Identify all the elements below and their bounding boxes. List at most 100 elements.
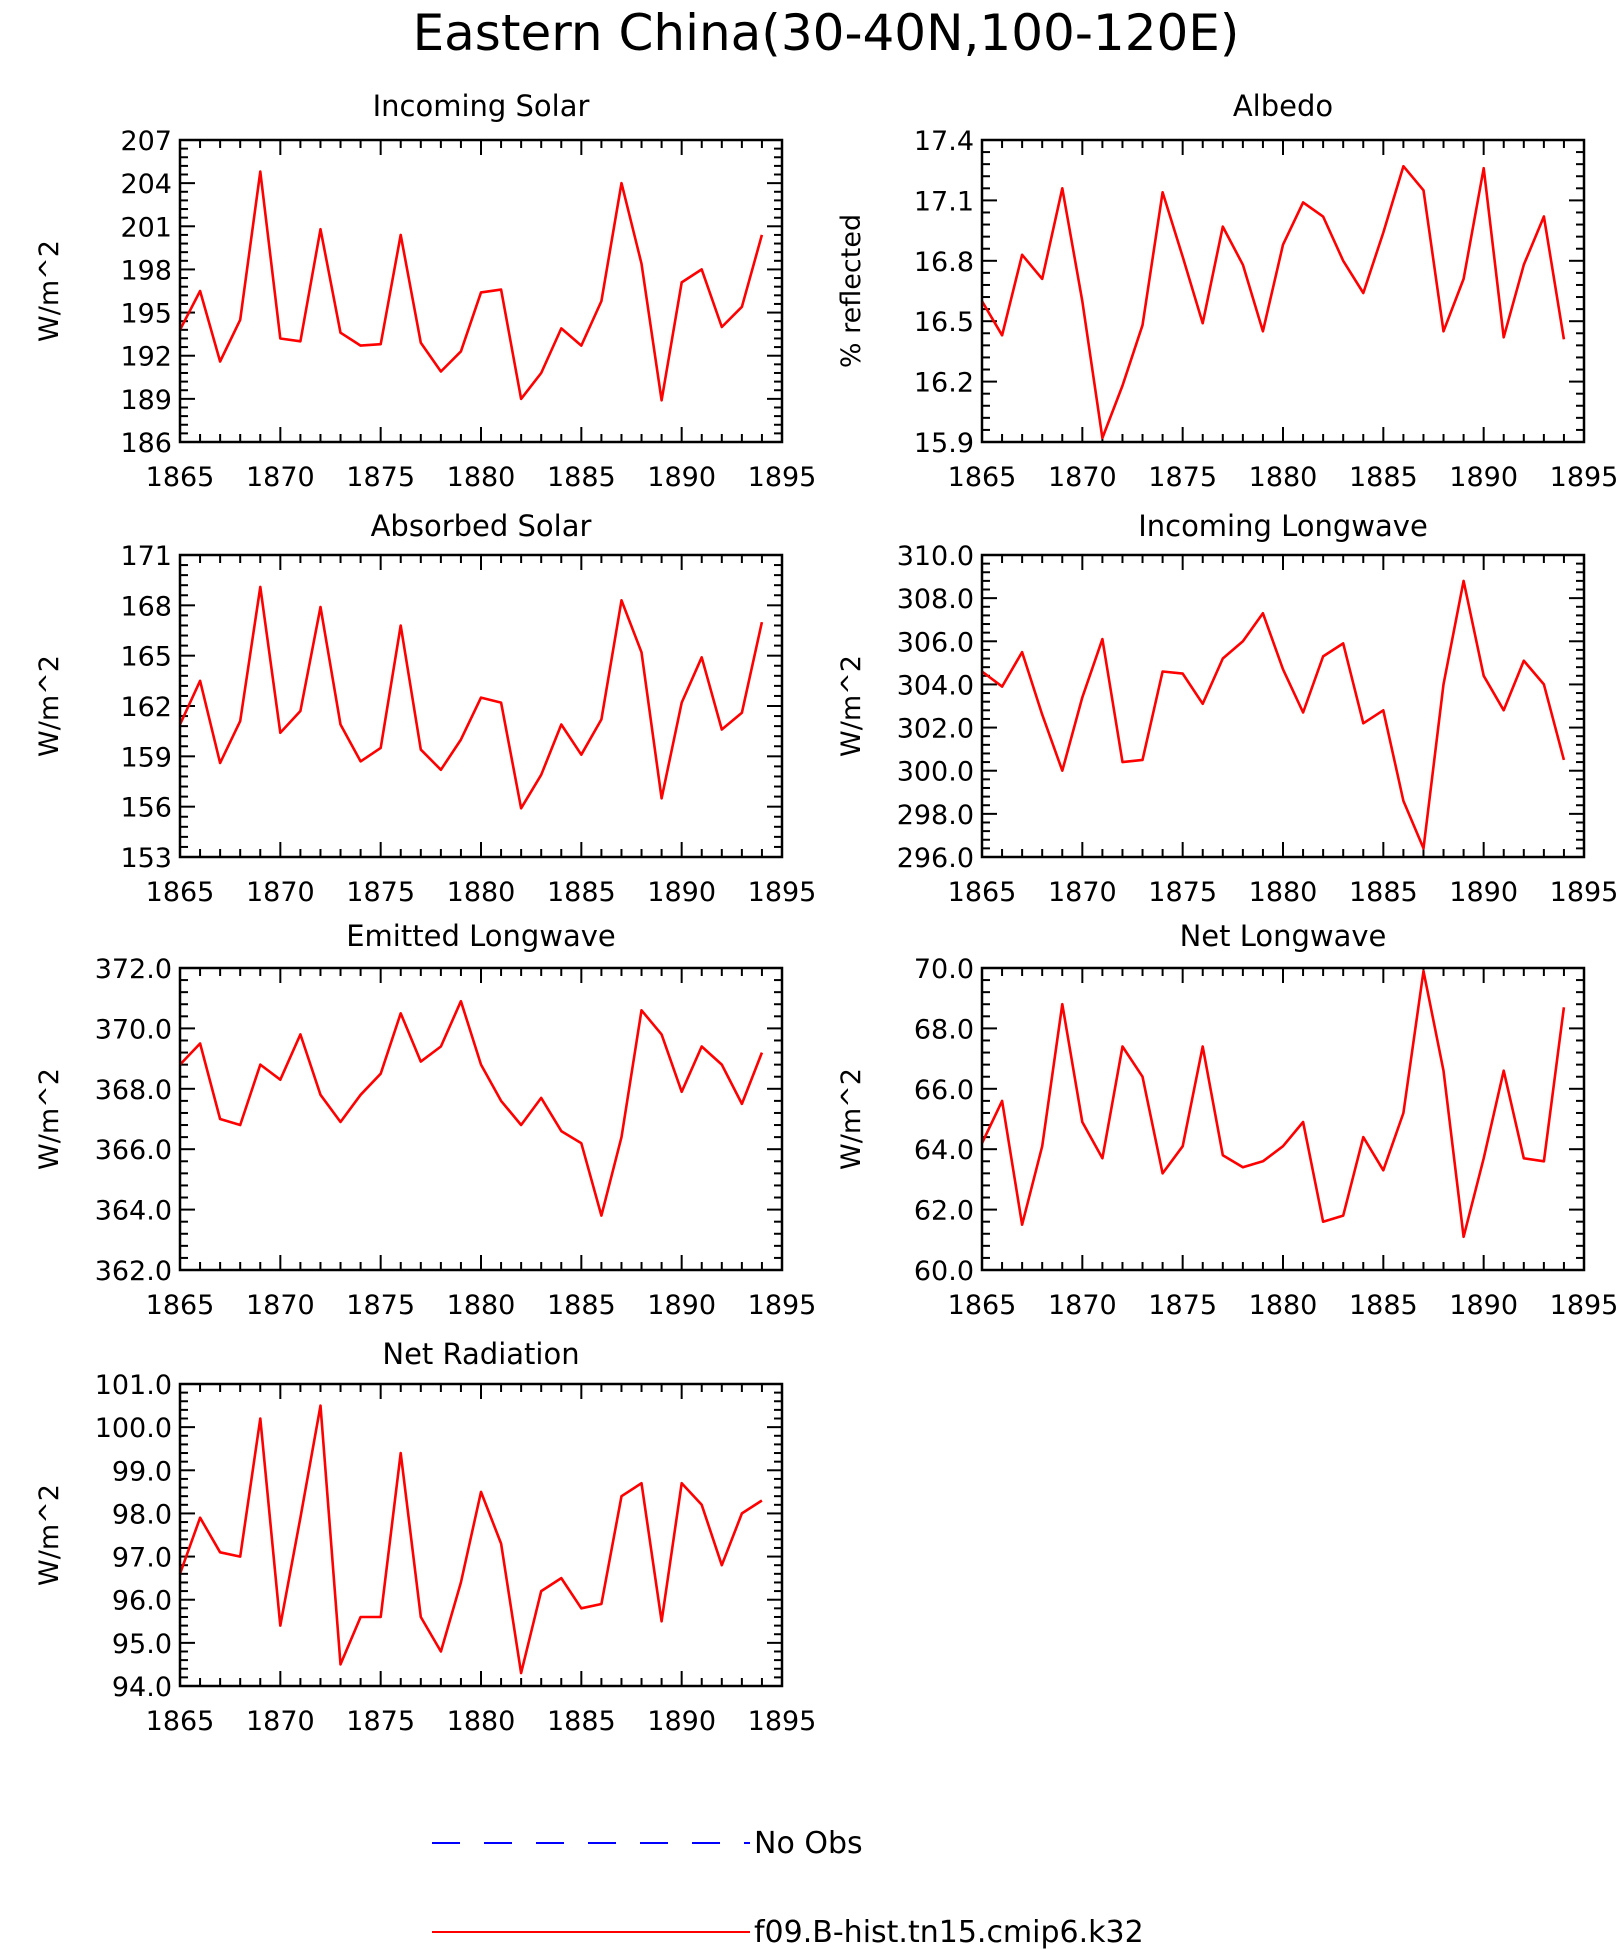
y-tick-label: 364.0	[95, 1196, 172, 1227]
y-tick-label: 17.1	[914, 186, 974, 217]
x-tick-label: 1880	[1249, 877, 1318, 908]
panel-title: Incoming Longwave	[1138, 509, 1428, 543]
x-tick-label: 1865	[146, 1290, 215, 1321]
y-tick-label: 66.0	[914, 1075, 974, 1106]
y-tick-label: 310.0	[897, 541, 974, 572]
y-tick-label: 16.5	[914, 307, 974, 338]
panel-title: Net Longwave	[1180, 919, 1387, 953]
x-tick-label: 1885	[1349, 877, 1418, 908]
x-tick-label: 1890	[647, 1706, 716, 1737]
y-tick-label: 17.4	[914, 126, 974, 157]
y-tick-label: 298.0	[897, 800, 974, 831]
y-tick-label: 100.0	[95, 1413, 172, 1444]
y-tick-label: 207	[120, 126, 172, 157]
x-tick-label: 1875	[1148, 1290, 1217, 1321]
x-tick-label: 1885	[1349, 1290, 1418, 1321]
x-tick-label: 1880	[447, 1290, 516, 1321]
y-tick-label: 308.0	[897, 584, 974, 615]
y-tick-label: 192	[120, 342, 172, 373]
figure-title: Eastern China(30-40N,100-120E)	[413, 4, 1240, 62]
x-tick-label: 1865	[948, 1290, 1017, 1321]
y-tick-label: 64.0	[914, 1135, 974, 1166]
x-tick-label: 1885	[1349, 462, 1418, 493]
y-tick-label: 189	[120, 385, 172, 416]
plot-frame	[178, 966, 784, 1272]
x-tick-label: 1875	[346, 1290, 415, 1321]
panel-3: 1865 1870 1875 1880 1885 1890 1895 153 156 159 162…	[34, 509, 816, 908]
x-tick-label: 1890	[647, 462, 716, 493]
x-tick-label: 1885	[547, 1706, 616, 1737]
x-tick-label: 1890	[1449, 877, 1518, 908]
y-tick-label: 296.0	[897, 843, 974, 874]
y-tick-label: 96.0	[112, 1586, 172, 1617]
x-tick-label: 1865	[146, 1706, 215, 1737]
y-axis-label: W/m^2	[34, 655, 65, 757]
y-tick-label: 15.9	[914, 428, 974, 459]
y-tick-label: 101.0	[95, 1370, 172, 1401]
series-line	[981, 579, 1566, 850]
panel-4: 1865 1870 1875 1880 1885 1890 1895 296.0 298.0 30…	[836, 509, 1618, 908]
x-tick-label: 1865	[146, 877, 215, 908]
y-tick-label: 198	[120, 255, 172, 286]
series-line	[980, 969, 1566, 1239]
x-tick-label: 1875	[346, 1706, 415, 1737]
y-tick-label: 156	[120, 793, 172, 824]
y-tick-label: 186	[120, 428, 172, 459]
y-tick-label: 368.0	[95, 1075, 172, 1106]
series-line	[178, 1404, 763, 1675]
y-axis-label: W/m^2	[836, 655, 867, 757]
x-tick-label: 1875	[346, 877, 415, 908]
y-tick-label: 16.2	[914, 368, 974, 399]
plot-frame	[178, 138, 784, 444]
y-tick-label: 99.0	[112, 1456, 172, 1487]
x-tick-label: 1895	[748, 877, 817, 908]
y-tick-label: 98.0	[112, 1499, 172, 1530]
panel-2: 1865 1870 1875 1880 1885 1890 1895 15.9 16.2 16.5…	[836, 89, 1618, 493]
y-tick-label: 60.0	[914, 1256, 974, 1287]
panel-title: Absorbed Solar	[371, 509, 592, 543]
x-tick-label: 1890	[647, 877, 716, 908]
panel-title: Albedo	[1233, 89, 1333, 123]
series-line	[178, 585, 764, 810]
panel-title: Emitted Longwave	[346, 919, 616, 953]
panel-title: Net Radiation	[382, 1337, 579, 1371]
plot-frame	[980, 966, 1586, 1272]
series-line	[178, 170, 764, 402]
y-tick-label: 372.0	[95, 954, 172, 985]
x-tick-label: 1880	[1249, 1290, 1318, 1321]
x-tick-label: 1875	[1148, 462, 1217, 493]
y-tick-label: 159	[120, 742, 172, 773]
chart-panels: 1865 1870 1875 1880 1885 1890 1895 186 189 192 195…	[34, 89, 1618, 1737]
x-tick-label: 1895	[748, 1290, 817, 1321]
y-tick-label: 94.0	[112, 1672, 172, 1703]
y-tick-label: 97.0	[112, 1543, 172, 1574]
x-tick-label: 1870	[246, 462, 315, 493]
x-tick-label: 1870	[246, 1706, 315, 1737]
panel-title: Incoming Solar	[373, 89, 590, 123]
x-tick-label: 1875	[1148, 877, 1217, 908]
y-tick-label: 300.0	[897, 757, 974, 788]
x-tick-label: 1890	[1449, 462, 1518, 493]
plot-frame	[178, 553, 784, 859]
y-tick-label: 68.0	[914, 1014, 974, 1045]
x-tick-label: 1885	[547, 877, 616, 908]
y-tick-label: 201	[120, 212, 172, 243]
x-tick-label: 1895	[748, 462, 817, 493]
x-tick-label: 1880	[447, 462, 516, 493]
y-tick-label: 195	[120, 299, 172, 330]
y-tick-label: 153	[120, 843, 172, 874]
y-tick-label: 171	[120, 541, 172, 572]
x-tick-label: 1895	[1550, 1290, 1619, 1321]
plot-frame	[178, 1382, 784, 1688]
y-axis-label: % reflected	[836, 214, 867, 368]
y-tick-label: 304.0	[897, 670, 974, 701]
x-tick-label: 1885	[547, 1290, 616, 1321]
x-tick-label: 1880	[1249, 462, 1318, 493]
series-line	[179, 999, 764, 1217]
y-tick-label: 306.0	[897, 627, 974, 658]
y-tick-label: 162	[120, 692, 172, 723]
y-tick-label: 370.0	[95, 1014, 172, 1045]
y-tick-label: 165	[120, 642, 172, 673]
y-tick-label: 62.0	[914, 1196, 974, 1227]
